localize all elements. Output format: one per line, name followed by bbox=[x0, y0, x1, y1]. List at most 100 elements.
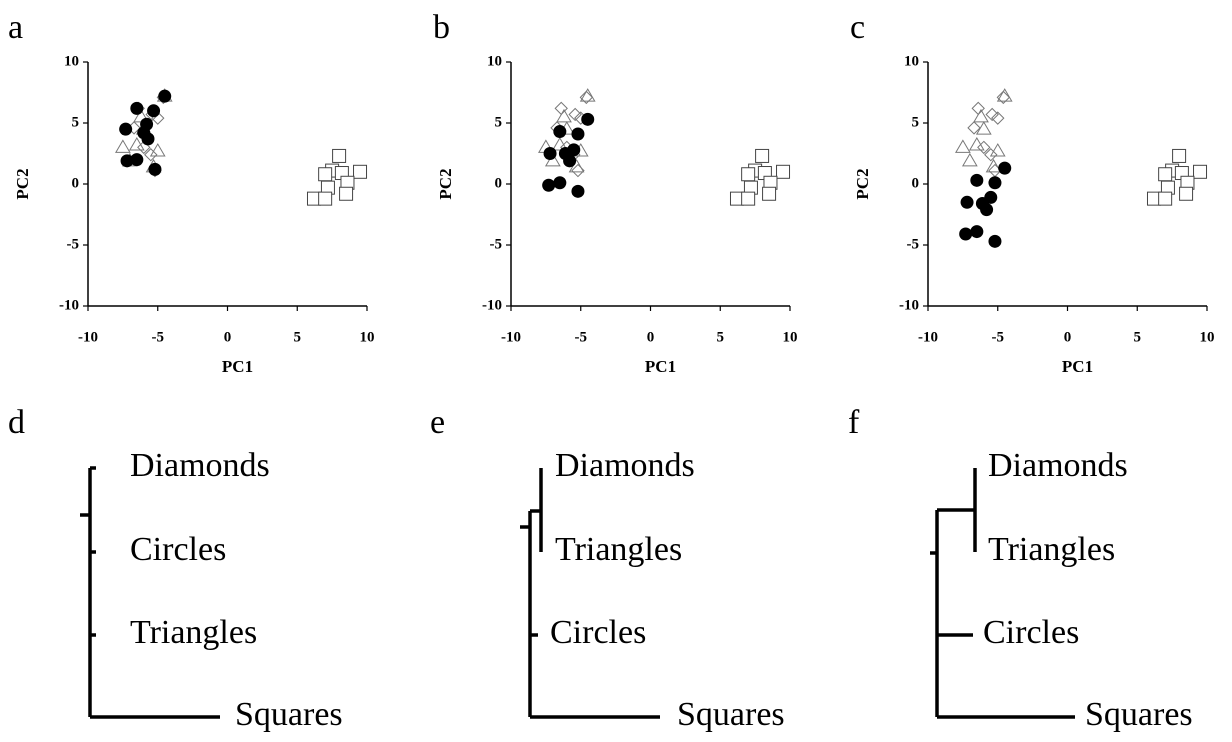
diamond-point bbox=[571, 163, 585, 178]
x-tick-label: -5 bbox=[575, 329, 588, 345]
circle-point bbox=[147, 104, 161, 118]
circle-point bbox=[571, 127, 585, 141]
x-tick-label: -10 bbox=[501, 329, 521, 345]
circle-point bbox=[581, 112, 595, 126]
triangle-point bbox=[955, 139, 971, 153]
leaf-label: Diamonds bbox=[555, 447, 695, 484]
y-axis-label: PC2 bbox=[436, 168, 455, 199]
leaf-label: Triangles bbox=[555, 531, 682, 568]
circle-point bbox=[567, 143, 581, 157]
triangle-point bbox=[975, 121, 992, 135]
x-tick-label: 10 bbox=[360, 329, 375, 345]
triangle-point bbox=[551, 136, 568, 151]
triangle-point bbox=[128, 136, 145, 151]
triangle-point bbox=[961, 152, 978, 167]
circle-point bbox=[553, 125, 567, 139]
triangle-point bbox=[996, 88, 1013, 102]
diamond-point bbox=[554, 101, 568, 116]
circle-point bbox=[119, 122, 133, 136]
circle-point bbox=[959, 227, 973, 241]
circle-point bbox=[542, 178, 556, 192]
diamond-point bbox=[971, 101, 985, 116]
diamond-point bbox=[991, 111, 1005, 125]
leaf-label: Squares bbox=[235, 696, 343, 733]
circle-point bbox=[998, 161, 1012, 175]
y-tick-label: 0 bbox=[72, 175, 80, 191]
y-tick-label: 5 bbox=[495, 114, 503, 130]
x-tick-label: 5 bbox=[294, 329, 302, 345]
square-point bbox=[1158, 167, 1173, 182]
y-tick-label: 10 bbox=[487, 53, 502, 69]
circle-point bbox=[130, 101, 144, 115]
diamond-point bbox=[984, 148, 998, 162]
square-point bbox=[332, 148, 347, 163]
leaf-label: Circles bbox=[130, 531, 226, 568]
square-point bbox=[339, 186, 354, 201]
triangle-point bbox=[973, 108, 989, 123]
circle-point bbox=[988, 234, 1002, 248]
y-tick-label: 5 bbox=[912, 114, 920, 130]
panel-letter: c bbox=[850, 9, 865, 46]
square-point bbox=[755, 148, 770, 163]
square-point bbox=[762, 186, 777, 201]
leaf-label: Squares bbox=[677, 696, 785, 733]
leaf-label: Triangles bbox=[988, 531, 1115, 568]
triangle-point bbox=[989, 143, 1006, 157]
y-tick-label: -10 bbox=[482, 297, 502, 313]
y-tick-label: -10 bbox=[899, 297, 919, 313]
panel-letter: a bbox=[8, 9, 23, 46]
square-point bbox=[776, 164, 791, 179]
diamond-point bbox=[137, 140, 151, 155]
circle-point bbox=[120, 154, 134, 168]
square-point bbox=[318, 191, 333, 206]
square-point bbox=[1193, 164, 1208, 179]
x-tick-label: -5 bbox=[992, 329, 1005, 345]
y-tick-label: 0 bbox=[495, 175, 503, 191]
x-tick-label: 10 bbox=[1200, 329, 1215, 345]
circle-point bbox=[571, 184, 585, 198]
y-tick-label: -5 bbox=[67, 236, 80, 252]
leaf-label: Triangles bbox=[130, 614, 257, 651]
panel-letter: b bbox=[433, 9, 450, 46]
panel-letter: d bbox=[8, 404, 25, 441]
x-tick-label: -10 bbox=[78, 329, 98, 345]
x-tick-label: 5 bbox=[717, 329, 725, 345]
panel-letter: e bbox=[430, 404, 445, 441]
triangle-point bbox=[985, 158, 1002, 173]
x-tick-label: -10 bbox=[918, 329, 938, 345]
x-tick-label: 0 bbox=[1064, 329, 1072, 345]
y-tick-label: 10 bbox=[64, 53, 79, 69]
circle-point bbox=[543, 147, 557, 160]
circle-point bbox=[563, 154, 577, 168]
leaf-label: Diamonds bbox=[988, 447, 1128, 484]
circle-point bbox=[130, 153, 144, 167]
y-tick-label: -5 bbox=[907, 236, 920, 252]
x-tick-label: 5 bbox=[1134, 329, 1142, 345]
y-tick-label: -10 bbox=[59, 297, 79, 313]
y-tick-label: -5 bbox=[490, 236, 503, 252]
circle-point bbox=[141, 132, 155, 146]
square-point bbox=[318, 167, 333, 182]
diamond-point bbox=[977, 140, 991, 155]
circle-point bbox=[970, 173, 984, 187]
square-point bbox=[353, 164, 368, 179]
y-axis-label: PC2 bbox=[13, 168, 32, 199]
circle-point bbox=[148, 162, 162, 176]
diamond-point bbox=[579, 90, 594, 105]
square-point bbox=[741, 191, 756, 206]
y-tick-label: 0 bbox=[912, 175, 920, 191]
x-axis-label: PC1 bbox=[222, 357, 253, 376]
diamond-point bbox=[144, 148, 158, 162]
diamond-point bbox=[967, 121, 981, 135]
diamond-point bbox=[568, 107, 582, 122]
diamond-point bbox=[996, 90, 1011, 105]
x-tick-label: 0 bbox=[647, 329, 655, 345]
y-tick-label: 5 bbox=[72, 114, 80, 130]
circle-point bbox=[988, 176, 1002, 190]
triangle-point bbox=[149, 143, 166, 157]
x-tick-label: -5 bbox=[152, 329, 165, 345]
triangle-point bbox=[968, 136, 985, 151]
panel-letter: f bbox=[848, 404, 860, 441]
triangle-point bbox=[556, 108, 572, 123]
